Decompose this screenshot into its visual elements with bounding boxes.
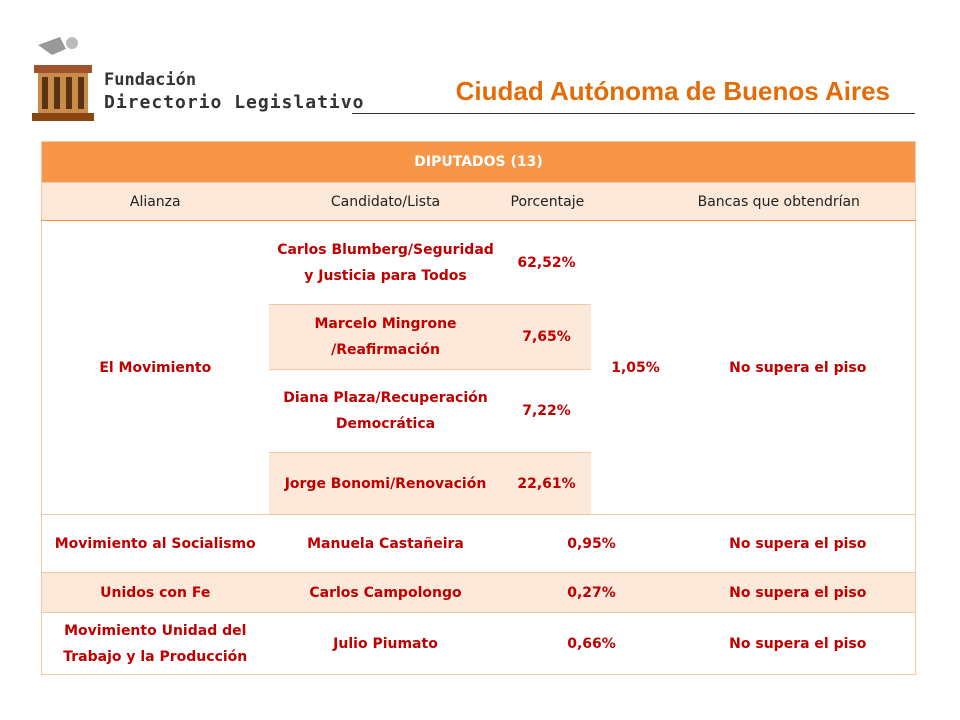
brand-line2: Directorio Legislativo [104, 92, 365, 113]
porcentaje: 7,65% [502, 304, 591, 370]
bancas: No supera el piso [680, 220, 916, 515]
alianza: El Movimiento [41, 220, 269, 515]
alianza-row: Movimiento al Socialismo Manuela Castañei… [41, 514, 916, 573]
porcentaje: 0,95% [502, 514, 681, 573]
column-header: Candidato/Lista [268, 182, 503, 221]
brand-line1: Fundación [104, 70, 197, 90]
candidato: Manuela Castañeira [268, 514, 503, 573]
porcentaje: 7,22% [502, 369, 591, 453]
movimiento-row: El Movimiento Carlos Blumberg/Seguridad y… [41, 220, 916, 515]
candidato: Jorge Bonomi/Renovación [268, 452, 503, 515]
logo [32, 37, 94, 121]
column-header: Alianza [41, 182, 269, 221]
candidato: Diana Plaza/Recuperación Democrática [268, 369, 503, 453]
alianza: Movimiento Unidad del Trabajo y la Produ… [41, 612, 269, 675]
bancas: No supera el piso [680, 514, 916, 573]
candidato: Carlos Campolongo [268, 572, 503, 613]
caption: DIPUTADOS (13) [41, 141, 916, 183]
porcentaje: 0,27% [502, 572, 681, 613]
porcentaje: 0,66% [502, 612, 681, 675]
porcentaje-total: 1,05% [590, 220, 681, 515]
column-header: Bancas que obtendrían [590, 182, 916, 221]
results-table: DIPUTADOS (13) Alianza Candidato/Lista P… [41, 141, 917, 675]
candidato: Carlos Blumberg/Seguridad y Justicia par… [268, 220, 503, 305]
candidato: Julio Piumato [268, 612, 503, 675]
alianza-row: Movimiento Unidad del Trabajo y la Produ… [41, 612, 916, 675]
bancas: No supera el piso [680, 572, 916, 613]
porcentaje: 22,61% [502, 452, 591, 515]
column-header-row: Alianza Candidato/Lista Porcentaje Banca… [41, 182, 916, 221]
porcentaje: 62,52% [502, 220, 591, 305]
title-rule [352, 113, 915, 114]
alianza: Unidos con Fe [41, 572, 269, 613]
page-title: Ciudad Autónoma de Buenos Aires [455, 76, 890, 106]
movimiento-row: Jorge Bonomi/Renovación 22,61% [42, 452, 916, 515]
alianza-row: Unidos con Fe Carlos Campolongo 0,27% No su… [41, 572, 916, 613]
movimiento-row: Marcelo Mingrone /Reafirmación 7,65% [42, 304, 916, 370]
bancas: No supera el piso [680, 612, 916, 675]
table-body: DIPUTADOS (13) Alianza Candidato/Lista P… [41, 141, 916, 675]
alianza: Movimiento al Socialismo [41, 514, 269, 573]
column-header: Porcentaje [502, 182, 591, 221]
movimiento-row: Diana Plaza/Recuperación Democrática 7,22… [42, 369, 916, 453]
caption-row: DIPUTADOS (13) [41, 141, 916, 183]
candidato: Marcelo Mingrone /Reafirmación [268, 304, 503, 370]
